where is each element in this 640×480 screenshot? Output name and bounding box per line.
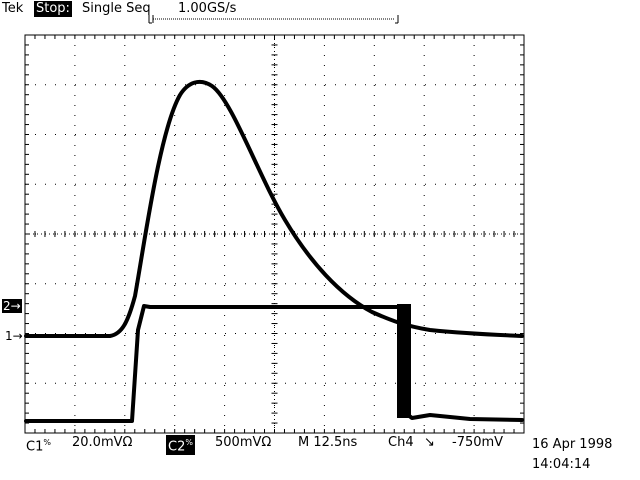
channel-2-edge-jitter: [397, 304, 411, 418]
channel-2-scale: 500mVΩ: [215, 435, 272, 450]
capture-time: 14:04:14: [532, 457, 591, 472]
channel-1-trace: [24, 79, 524, 338]
channel-1-scale: 20.0mVΩ: [72, 435, 133, 450]
channel-2-level-marker[interactable]: 2→: [2, 299, 22, 313]
timebase-readout: M 12.5ns: [298, 435, 358, 450]
record-length-indicator: [148, 15, 399, 24]
capture-date: 16 Apr 1998: [532, 437, 613, 452]
graticule-grid: [24, 34, 525, 434]
falling-edge-icon: ↘: [424, 435, 435, 450]
acquisition-mode: Single Seq: [82, 1, 151, 16]
channel-2-label: C2%: [166, 435, 195, 456]
ac-coupling-icon: %: [43, 438, 51, 447]
status-bar: Tek Stop: Single Seq 1.00GS/s: [0, 0, 640, 20]
run-state-badge[interactable]: Stop:: [34, 1, 72, 17]
channel-1-level-marker[interactable]: 1→: [5, 329, 23, 343]
brand-label: Tek: [2, 1, 24, 16]
sample-rate: 1.00GS/s: [178, 1, 237, 16]
channel-1-label: C1%: [26, 438, 51, 455]
trigger-level: -750mV: [452, 435, 504, 450]
trigger-source: Ch4: [388, 435, 414, 450]
ac-coupling-icon: %: [185, 438, 193, 447]
